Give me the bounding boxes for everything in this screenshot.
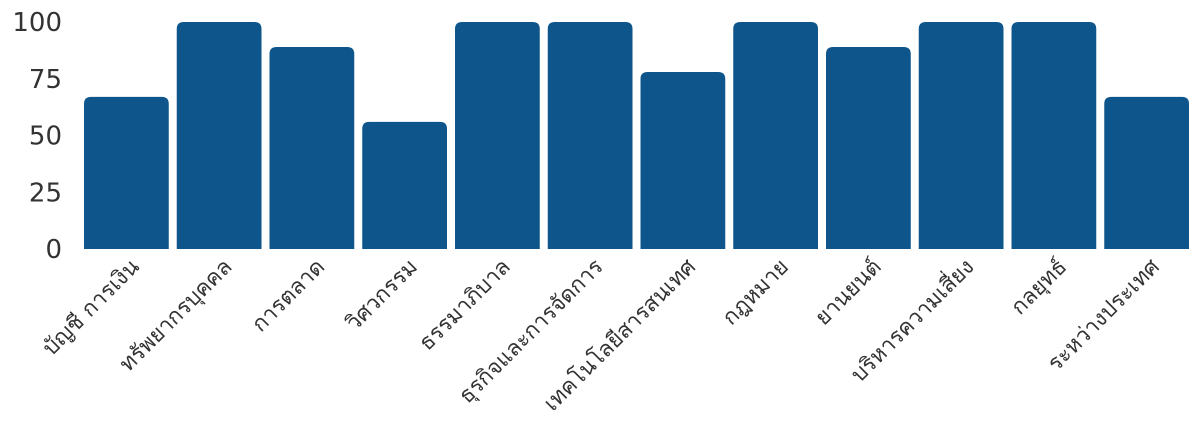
bar-11[interactable] <box>1104 96 1189 249</box>
bar-10[interactable] <box>1011 22 1097 249</box>
x-category-label-7: กฎหมาย <box>718 255 794 331</box>
x-category-label-6: เทคโนโลยีสารสนเทศ <box>539 254 702 417</box>
bar-4[interactable] <box>455 22 540 249</box>
bar-5[interactable] <box>547 22 633 249</box>
bar-8[interactable] <box>826 46 911 249</box>
x-category-label-4: ธรรมาภิบาล <box>414 255 515 356</box>
bars-group <box>84 22 1189 249</box>
bar-1[interactable] <box>176 22 262 249</box>
bar-9[interactable] <box>918 22 1004 249</box>
y-tick-label-0: 0 <box>45 235 62 265</box>
x-axis: บัญชี การเงินทรัพยากรบุคคล การตลาด วิศวกรร… <box>38 252 1165 417</box>
bar-2[interactable] <box>269 46 355 249</box>
x-category-label-3: วิศวกรรม <box>341 255 423 337</box>
bar-3[interactable] <box>362 121 447 249</box>
bar-0[interactable] <box>84 96 169 249</box>
x-category-label-10: กลยุทธ์ <box>1007 255 1072 320</box>
x-category-label-2: การตลาด <box>247 255 330 338</box>
bar-7[interactable] <box>733 22 818 249</box>
y-tick-label-3: 75 <box>29 65 62 95</box>
y-tick-label-2: 50 <box>29 122 62 152</box>
bar-6[interactable] <box>640 71 726 249</box>
y-tick-label-4: 100 <box>12 8 62 38</box>
y-axis: 0 25 50 75 100 <box>12 8 62 265</box>
y-tick-label-1: 25 <box>29 178 62 208</box>
x-category-label-8: ยานยนต์ <box>811 255 887 331</box>
